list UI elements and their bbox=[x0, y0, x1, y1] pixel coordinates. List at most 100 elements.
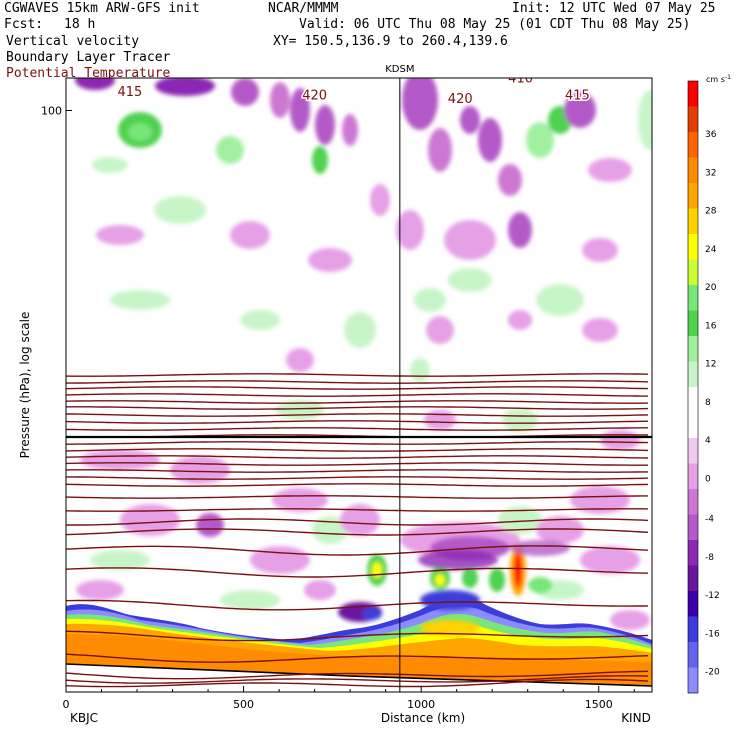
velocity-cell bbox=[92, 157, 128, 173]
velocity-cell bbox=[75, 78, 115, 90]
velocity-cell bbox=[414, 288, 446, 312]
theta-label: 415 bbox=[565, 89, 590, 104]
velocity-cell bbox=[312, 146, 328, 174]
velocity-cell bbox=[128, 123, 152, 141]
terrain-line bbox=[66, 663, 652, 687]
x-tick-label: 0 bbox=[63, 698, 70, 711]
velocity-cell bbox=[426, 316, 454, 344]
theta-contour bbox=[66, 653, 649, 663]
cross-section-endpoints: XY= 150.5,136.9 to 260.4,139.6 bbox=[273, 34, 508, 49]
theta-label: 375 bbox=[569, 0, 594, 2]
velocity-cell bbox=[304, 580, 336, 600]
colorbar-swatch bbox=[688, 514, 698, 541]
theta-contour bbox=[66, 678, 649, 688]
velocity-cell bbox=[76, 580, 124, 600]
colorbar-label: 0 bbox=[705, 474, 711, 484]
tracer-label: 150 bbox=[176, 16, 191, 25]
colorbar-swatch bbox=[688, 489, 698, 515]
theta-contour bbox=[66, 427, 648, 431]
velocity-cell bbox=[600, 430, 640, 450]
velocity-cell bbox=[290, 88, 310, 132]
colorbar-swatch bbox=[688, 387, 698, 413]
velocity-cell bbox=[231, 78, 259, 106]
theta-contour bbox=[66, 406, 649, 410]
colorbar-swatch bbox=[688, 565, 698, 592]
velocity-cell bbox=[96, 225, 144, 245]
velocity-cell bbox=[270, 82, 290, 118]
endpoint-left: KBJC bbox=[70, 711, 98, 725]
colorbar-label: 20 bbox=[705, 283, 717, 293]
colorbar-swatch bbox=[688, 183, 698, 209]
velocity-cell bbox=[588, 158, 632, 182]
velocity-cell bbox=[230, 221, 270, 249]
theta-label: 410 bbox=[508, 71, 533, 86]
theta-contour bbox=[66, 508, 649, 512]
colorbar: 36 32 28 24 20 16 12 8 4 0 -4 -8 -12 -16 -20 bbox=[687, 80, 720, 694]
velocity-cell bbox=[155, 78, 215, 96]
x-axis-title: Distance (km) bbox=[381, 711, 465, 725]
velocity-cell bbox=[196, 513, 224, 537]
velocity-cell bbox=[120, 504, 180, 536]
theta-contour bbox=[66, 495, 648, 499]
x-tick-label: 500 bbox=[233, 698, 254, 711]
tracer-label: 150 bbox=[502, 16, 517, 25]
velocity-cell bbox=[396, 210, 424, 250]
theta-label: 405 bbox=[252, 50, 277, 65]
theta-contour bbox=[66, 373, 649, 377]
potential-temperature-contours bbox=[66, 373, 649, 688]
colorbar-swatch bbox=[688, 616, 698, 643]
theta-label: 405 bbox=[622, 62, 647, 77]
velocity-cell bbox=[315, 105, 335, 145]
velocity-cell bbox=[340, 504, 380, 536]
colorbar-swatch bbox=[688, 285, 698, 311]
velocity-cell bbox=[344, 312, 376, 348]
theta-label: 420 bbox=[448, 92, 473, 107]
velocity-cell bbox=[154, 196, 206, 224]
terrain-near-surface bbox=[66, 664, 652, 692]
velocity-cell bbox=[312, 516, 348, 544]
colorbar-label: 16 bbox=[705, 321, 717, 331]
theta-label: 385 bbox=[352, 7, 377, 22]
velocity-cell bbox=[502, 408, 538, 432]
colorbar-label: -20 bbox=[705, 668, 720, 678]
velocity-cell bbox=[498, 506, 542, 534]
colorbar-swatch bbox=[688, 540, 698, 566]
theta-contour bbox=[66, 469, 648, 473]
colorbar-swatch bbox=[688, 132, 698, 158]
velocity-cell bbox=[216, 136, 244, 164]
theta-contour bbox=[66, 670, 649, 680]
colorbar-swatch bbox=[688, 463, 698, 490]
colorbar-unit: cm s-1 bbox=[706, 74, 731, 84]
theta-label: 405 bbox=[359, 53, 384, 68]
theta-contour bbox=[66, 386, 649, 390]
velocity-cell bbox=[80, 450, 160, 470]
theta-label: 415 bbox=[118, 85, 143, 100]
theta-label: 390 bbox=[160, 22, 185, 37]
theta-contour bbox=[66, 518, 649, 526]
velocity-cell bbox=[610, 610, 650, 630]
velocity-cell bbox=[240, 310, 280, 330]
velocity-cell bbox=[342, 114, 358, 146]
theta-contour bbox=[66, 413, 649, 417]
theta-contour bbox=[66, 545, 649, 556]
velocity-cell bbox=[582, 318, 618, 342]
init-time: Init: 12 UTC Wed 07 May 25 bbox=[512, 1, 716, 16]
y-axis: 1002003004005006007008009001000 bbox=[41, 104, 72, 117]
theta-label: 395 bbox=[86, 36, 111, 51]
theta-contour bbox=[66, 476, 649, 480]
theta-label: 400 bbox=[299, 38, 324, 53]
forecast-hour: 18 h bbox=[64, 17, 96, 32]
velocity-cell bbox=[370, 184, 390, 216]
field-potential-temperature: Potential Temperature bbox=[6, 66, 171, 81]
colorbar-swatch bbox=[688, 81, 698, 107]
station-label: KDSM bbox=[385, 64, 414, 75]
model-title: CGWAVES 15km ARW-GFS init bbox=[4, 1, 200, 16]
convective-cores bbox=[338, 540, 570, 636]
velocity-cell bbox=[580, 546, 640, 574]
velocity-cell bbox=[508, 310, 532, 330]
colorbar-swatch bbox=[688, 259, 698, 286]
theta-contour bbox=[66, 675, 649, 684]
theta-contour bbox=[66, 528, 649, 536]
theta-label: 380 bbox=[245, 0, 270, 10]
potential-temperature-labels: 415 420 420 410 415 410 405 400 405 400 405 395 390 3… bbox=[86, 0, 648, 109]
